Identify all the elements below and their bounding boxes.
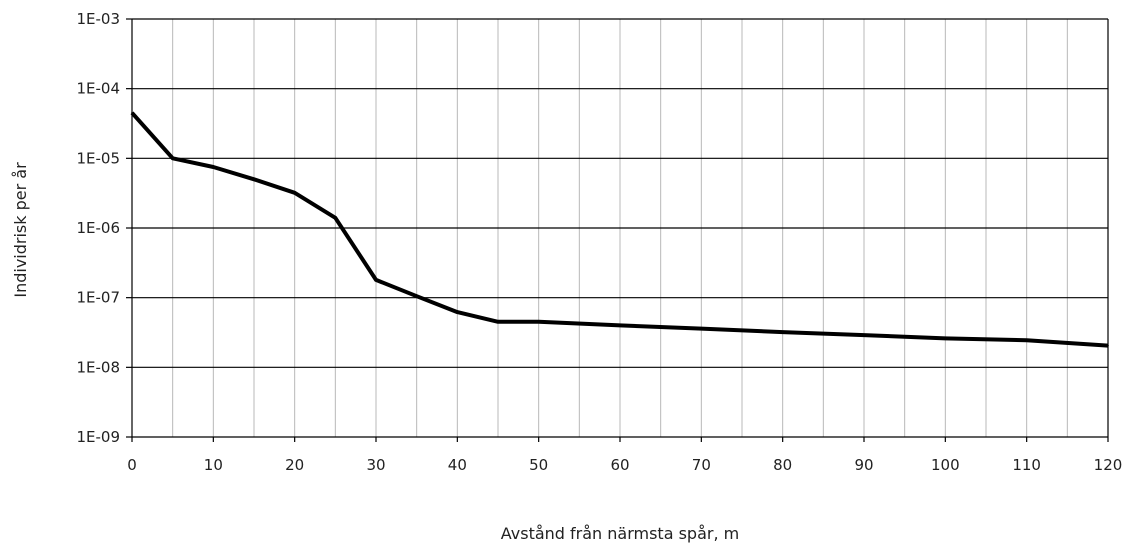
x-tick-label: 50 [529, 456, 548, 474]
data-point [537, 321, 540, 323]
x-tick-label: 60 [610, 456, 629, 474]
x-tick-label: 80 [773, 456, 792, 474]
y-tick-label: 1E-09 [76, 428, 120, 446]
data-point [863, 334, 865, 336]
y-tick-label: 1E-07 [76, 289, 120, 307]
x-tick-labels: 0 10 20 30 40 50 60 70 80 90 100 110 120 [127, 456, 1122, 474]
x-tick-label: 40 [448, 456, 467, 474]
data-point [700, 327, 703, 330]
x-tick-label: 100 [931, 456, 960, 474]
y-tick-label: 1E-06 [76, 219, 120, 237]
series-layer [130, 111, 1109, 348]
y-tick-label: 1E-08 [76, 358, 120, 376]
data-point [375, 279, 377, 281]
data-point [497, 321, 499, 323]
x-tick-label: 0 [127, 456, 137, 474]
x-tick-label: 110 [1012, 456, 1041, 474]
y-axis-title: Individrisk per år [11, 162, 30, 298]
data-point [781, 331, 784, 333]
data-point [456, 311, 459, 313]
x-tick-label: 90 [854, 456, 873, 474]
data-point [1025, 339, 1028, 342]
data-point [415, 295, 418, 297]
data-point [131, 112, 133, 114]
x-tick-label: 120 [1094, 456, 1123, 474]
series-line [130, 111, 1109, 348]
data-point [171, 157, 174, 160]
x-tick-label: 20 [285, 456, 304, 474]
y-tick-label: 1E-04 [76, 80, 120, 98]
data-point [253, 178, 255, 181]
data-point [293, 192, 296, 194]
data-point [334, 217, 337, 219]
x-tick-label: 30 [366, 456, 385, 474]
y-tick-label: 1E-05 [76, 149, 120, 167]
data-point [212, 166, 215, 168]
grid [132, 19, 1108, 437]
data-point [619, 324, 621, 327]
y-tick-label: 1E-03 [76, 10, 120, 28]
x-tick-label: 70 [692, 456, 711, 474]
axes [126, 18, 1109, 442]
x-axis-title: Avstånd från närmsta spår, m [501, 524, 739, 543]
data-point [944, 337, 947, 340]
y-tick-labels: 1E-09 1E-08 1E-07 1E-06 1E-05 1E-04 1E-03 [76, 10, 120, 446]
x-tick-label: 10 [204, 456, 223, 474]
data-point [1107, 344, 1109, 347]
